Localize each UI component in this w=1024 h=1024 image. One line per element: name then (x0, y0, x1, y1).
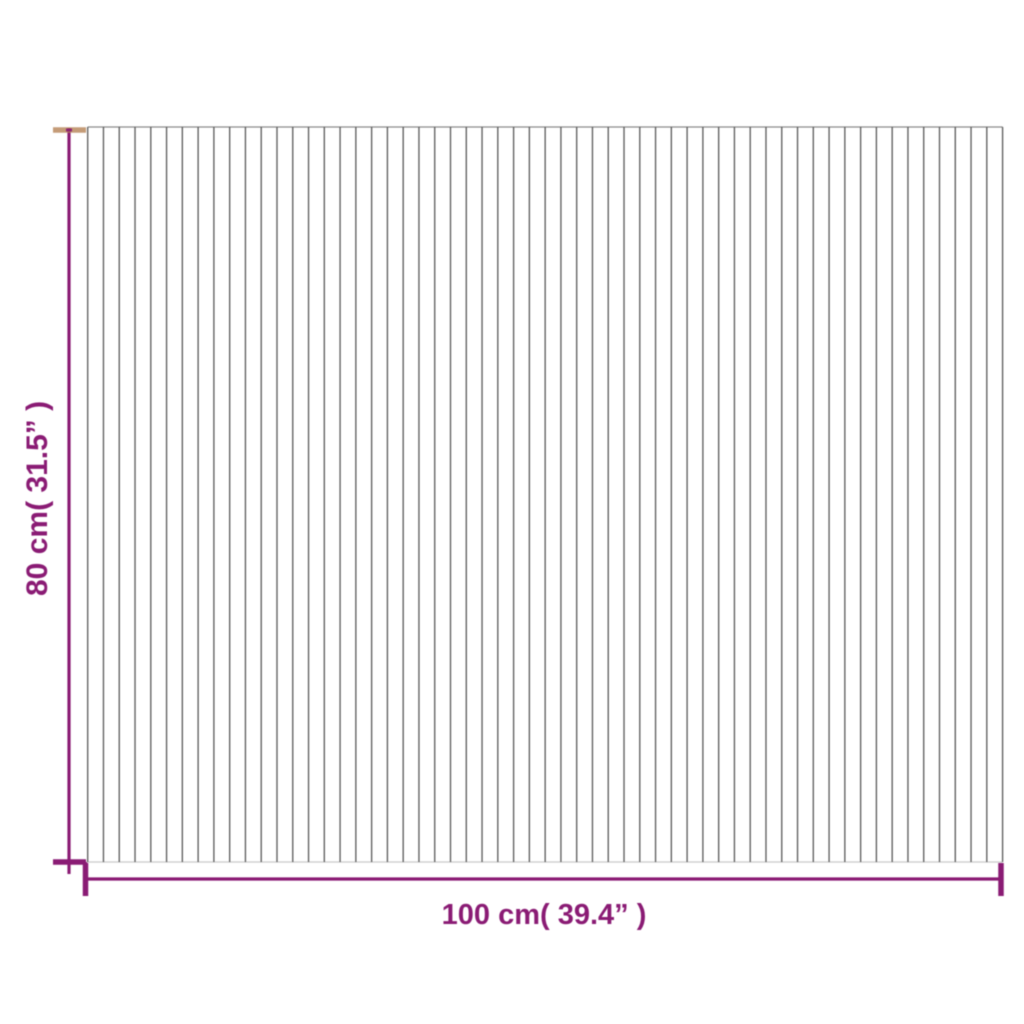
svg-text:80 cm( 31.5” ): 80 cm( 31.5” ) (21, 401, 54, 596)
svg-text:100 cm( 39.4” ): 100 cm( 39.4” ) (442, 899, 647, 931)
